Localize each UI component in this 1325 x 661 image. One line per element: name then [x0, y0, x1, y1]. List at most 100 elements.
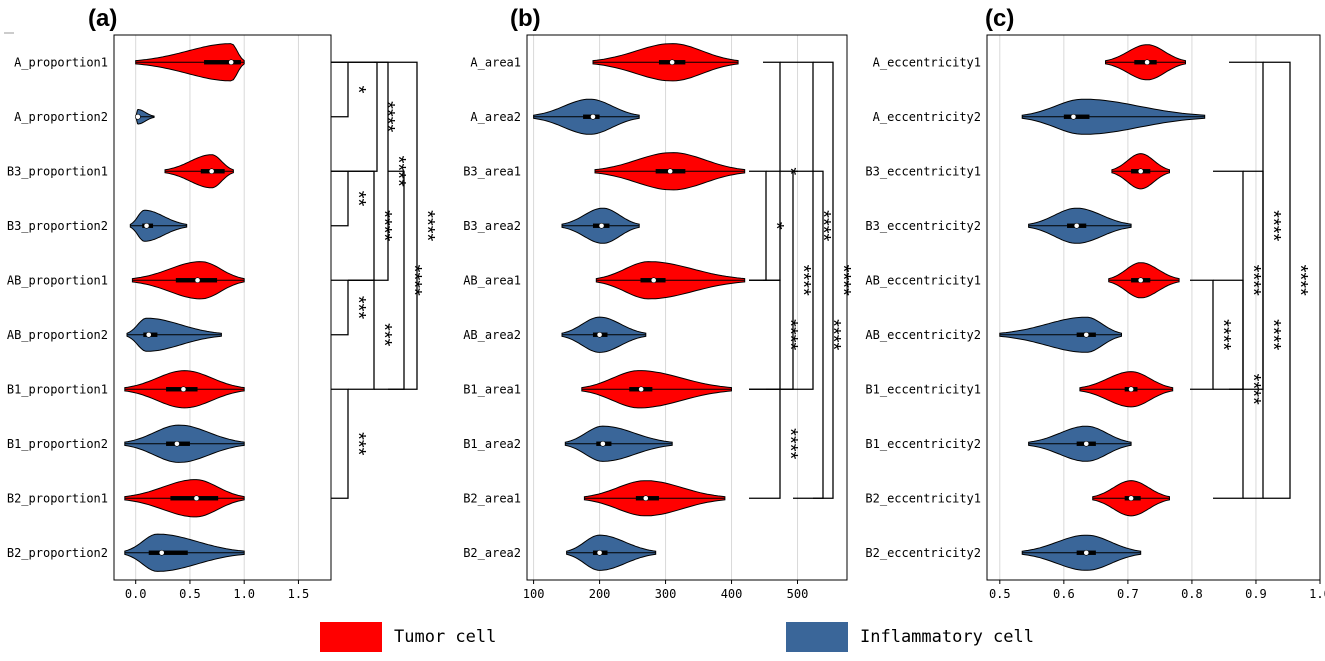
significance-bracket	[1229, 61, 1264, 390]
category-label: A_eccentricity2	[873, 110, 981, 124]
median-point-B2_eccentricity1	[1128, 495, 1134, 502]
significance-bracket	[749, 388, 781, 499]
significance-bracket	[331, 279, 349, 336]
median-point-AB_eccentricity2	[1083, 331, 1090, 338]
significance-label: ****	[779, 428, 801, 459]
significance-label: ****	[376, 101, 398, 132]
median-point-B2_area1	[642, 495, 649, 502]
significance-bracket	[1190, 279, 1214, 390]
median-point-B3_area1	[667, 168, 674, 175]
x-tick-label: 500	[787, 587, 809, 601]
significance-bracket	[331, 61, 349, 118]
category-label: B1_eccentricity2	[865, 437, 981, 451]
median-point-B1_area1	[638, 386, 645, 393]
legend-swatch-tumor	[320, 622, 382, 652]
panel-title: (b)	[510, 5, 541, 32]
median-point-B2_proportion1	[193, 495, 200, 502]
x-tick-label: 1.0	[233, 587, 255, 601]
panel-title: (c)	[985, 5, 1014, 32]
category-label: B1_area2	[463, 437, 521, 451]
significance-bracket	[348, 170, 375, 281]
median-point-AB_proportion2	[145, 331, 152, 338]
significance-label: *	[347, 86, 369, 94]
median-point-B2_eccentricity2	[1083, 549, 1090, 556]
significance-label: ****	[832, 265, 854, 296]
panel-title: (a)	[88, 5, 117, 32]
x-tick-label: 0.5	[179, 587, 201, 601]
median-point-B3_proportion1	[208, 168, 215, 175]
significance-label: ****	[416, 210, 438, 241]
category-label: A_proportion1	[14, 55, 108, 69]
legend-inflammatory: Inflammatory cell	[786, 622, 1034, 652]
significance-label: ****	[792, 265, 814, 296]
median-point-B1_proportion2	[174, 440, 180, 447]
panel-2: A_area1 A_area2 B3_area1 B3_area2 AB_area1 AB…	[463, 5, 854, 601]
median-point-B3_eccentricity2	[1073, 222, 1080, 229]
x-tick-label: 300	[655, 587, 677, 601]
median-point-AB_area1	[650, 277, 657, 284]
category-label: B3_area1	[463, 164, 521, 178]
significance-label: ****	[1212, 319, 1234, 350]
significance-bracket	[793, 170, 824, 499]
median-point-B2_proportion2	[158, 549, 165, 556]
median-point-B1_proportion1	[180, 386, 187, 393]
legend-swatch-inflammatory	[786, 622, 848, 652]
category-label: B1_eccentricity1	[865, 382, 981, 396]
category-label: A_eccentricity1	[873, 55, 981, 69]
x-tick-label: 1.0	[1309, 587, 1325, 601]
significance-label: ****	[1242, 265, 1264, 296]
category-label: AB_area2	[463, 328, 521, 342]
significance-label: ***	[373, 323, 395, 347]
x-tick-label: 400	[721, 587, 743, 601]
significance-label: ***	[347, 432, 369, 456]
x-tick-label: 0.8	[1181, 587, 1203, 601]
legend-tumor: Tumor cell	[320, 622, 496, 652]
iqr-box-A_eccentricity2	[1063, 114, 1090, 119]
category-label: B3_eccentricity1	[865, 164, 981, 178]
iqr-box-A_proportion1	[204, 60, 241, 65]
category-label: AB_proportion2	[7, 328, 108, 342]
category-label: B2_eccentricity2	[865, 546, 981, 560]
median-point-A_eccentricity1	[1144, 59, 1150, 66]
significance-bracket	[1263, 61, 1291, 499]
significance-bracket	[749, 170, 767, 281]
significance-bracket	[388, 170, 405, 390]
x-tick-label: 0.0	[125, 587, 147, 601]
significance-label: *	[765, 222, 787, 230]
median-point-B3_proportion2	[143, 222, 150, 229]
category-label: B1_proportion1	[7, 382, 108, 396]
significance-bracket	[749, 279, 781, 390]
median-point-B2_area2	[596, 549, 603, 556]
iqr-box-B2_proportion2	[148, 550, 188, 555]
significance-label: ****	[403, 265, 425, 296]
category-label: B2_proportion1	[7, 491, 108, 505]
plot-frame	[986, 34, 1321, 581]
category-label: AB_area1	[463, 273, 521, 287]
category-label: B2_proportion2	[7, 546, 108, 560]
median-point-AB_proportion1	[194, 277, 201, 284]
panel-1: A_proportion1 A_proportion2 B3_proportion1…	[7, 5, 438, 601]
median-point-B3_area2	[598, 222, 605, 229]
plot-frame	[113, 34, 332, 581]
median-point-A_eccentricity2	[1070, 113, 1077, 120]
x-tick-label: 0.6	[1053, 587, 1075, 601]
median-point-A_proportion2	[134, 113, 141, 120]
significance-label: **	[347, 191, 369, 207]
median-point-B3_eccentricity1	[1137, 168, 1144, 175]
median-point-AB_eccentricity1	[1137, 277, 1144, 284]
significance-bracket	[331, 170, 349, 227]
median-point-A_area1	[669, 59, 676, 66]
category-label: A_area2	[470, 110, 521, 124]
category-label: B3_area2	[463, 219, 521, 233]
category-label: A_proportion2	[14, 110, 108, 124]
x-tick-label: 1.5	[288, 587, 310, 601]
median-point-A_area2	[590, 113, 596, 120]
significance-bracket	[331, 388, 349, 499]
x-tick-label: 0.7	[1117, 587, 1139, 601]
plot-frame	[526, 34, 848, 581]
significance-bracket	[1243, 170, 1264, 499]
x-tick-label: 0.5	[989, 587, 1011, 601]
x-tick-label: 0.9	[1245, 587, 1267, 601]
median-point-A_proportion1	[228, 59, 235, 66]
median-point-B1_eccentricity2	[1083, 440, 1090, 447]
